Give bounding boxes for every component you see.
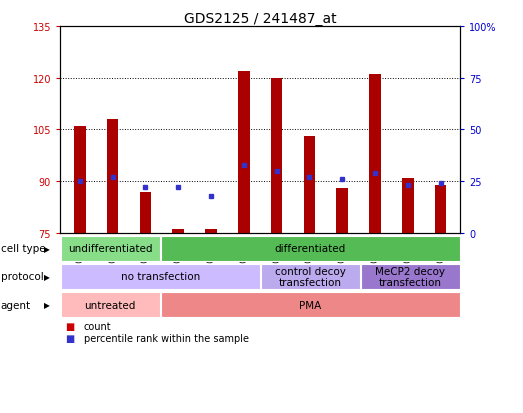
Bar	[435, 185, 446, 233]
Bar	[261, 264, 359, 289]
Bar	[61, 236, 160, 261]
Text: differentiated: differentiated	[275, 244, 346, 254]
Text: ▶: ▶	[44, 272, 50, 281]
Bar	[238, 71, 249, 233]
Bar	[107, 120, 118, 233]
Text: control decoy
transfection: control decoy transfection	[275, 266, 346, 287]
Bar	[161, 292, 460, 317]
Bar	[304, 137, 315, 233]
Text: undifferentiated: undifferentiated	[68, 244, 152, 254]
Text: ▶: ▶	[44, 300, 50, 309]
Bar	[140, 192, 151, 233]
Text: untreated: untreated	[85, 300, 136, 310]
Bar	[61, 292, 160, 317]
Bar	[369, 75, 381, 233]
Text: percentile rank within the sample: percentile rank within the sample	[84, 333, 248, 343]
Text: count: count	[84, 322, 111, 332]
Bar	[74, 127, 86, 233]
Bar	[205, 230, 217, 233]
Text: cell type: cell type	[1, 244, 45, 254]
Bar	[173, 230, 184, 233]
Title: GDS2125 / 241487_at: GDS2125 / 241487_at	[184, 12, 336, 26]
Bar	[361, 264, 460, 289]
Text: ▶: ▶	[44, 244, 50, 253]
Text: protocol: protocol	[1, 272, 43, 282]
Text: PMA: PMA	[299, 300, 321, 310]
Text: agent: agent	[1, 300, 31, 310]
Bar	[271, 78, 282, 233]
Bar	[161, 236, 460, 261]
Bar	[336, 189, 348, 233]
Bar	[61, 264, 259, 289]
Text: MeCP2 decoy
transfection: MeCP2 decoy transfection	[375, 266, 445, 287]
Text: ■: ■	[65, 333, 75, 343]
Text: ■: ■	[65, 322, 75, 332]
Text: no transfection: no transfection	[120, 272, 200, 282]
Bar	[402, 178, 414, 233]
